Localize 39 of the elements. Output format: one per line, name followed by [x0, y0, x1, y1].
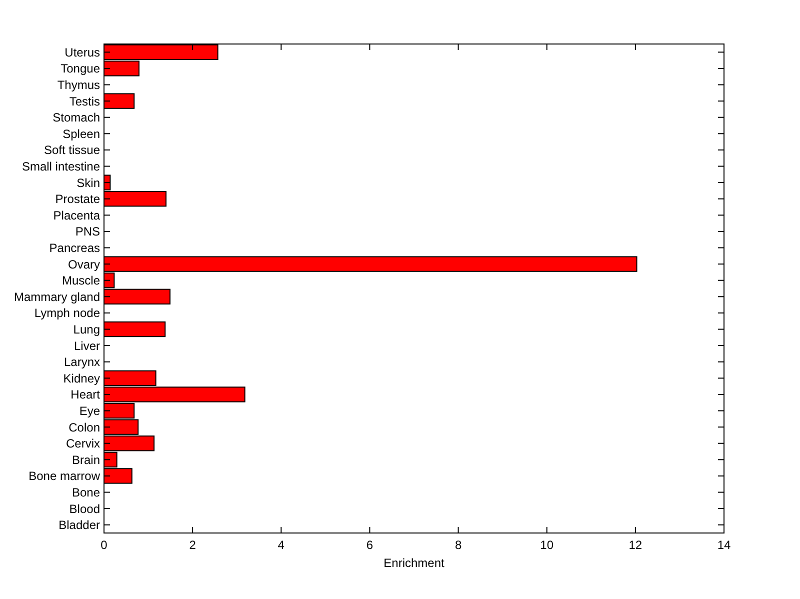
y-tick-label: Cervix	[66, 436, 100, 451]
y-tick-label: Lymph node	[34, 306, 100, 320]
y-tick-label: Mammary gland	[14, 290, 100, 304]
y-tick-label: Pancreas	[49, 240, 100, 255]
x-axis-title: Enrichment	[384, 556, 446, 570]
y-tick-label: Lung	[73, 322, 100, 336]
y-tick-label: Testis	[69, 94, 100, 108]
y-tick-label: Bone marrow	[28, 469, 100, 484]
y-tick-label: Soft tissue	[44, 143, 100, 158]
y-tick-label: Thymus	[57, 78, 100, 92]
x-tick-label: 4	[278, 538, 285, 552]
y-tick-label: Skin	[76, 176, 100, 190]
y-tick-label: Brain	[72, 452, 100, 467]
y-tick-label: Blood	[69, 502, 100, 516]
y-tick-label: Heart	[70, 388, 101, 402]
y-tick-label: Tongue	[60, 62, 100, 76]
y-tick-label: Kidney	[63, 371, 100, 386]
x-tick-label: 6	[366, 538, 374, 552]
x-tick-label: 2	[189, 538, 196, 552]
y-tick-label: Ovary	[68, 257, 100, 272]
x-tick-label: 8	[454, 538, 462, 552]
y-tick-label: Spleen	[62, 126, 100, 141]
y-tick-label: Uterus	[64, 45, 100, 60]
x-tick-label: 0	[100, 538, 108, 552]
y-tick-label: Colon	[68, 420, 100, 434]
y-tick-label: PNS	[75, 224, 100, 239]
x-tick-label: 14	[717, 538, 731, 552]
y-tick-label: Bladder	[58, 518, 100, 532]
y-tick-label: Muscle	[62, 274, 100, 288]
y-tick-label: Liver	[74, 338, 100, 353]
y-tick-label: Bone	[72, 485, 100, 500]
y-tick-label: Placenta	[53, 208, 100, 222]
x-tick-label: 12	[628, 538, 642, 552]
y-tick-label: Prostate	[55, 192, 100, 206]
y-tick-label: Eye	[79, 404, 100, 418]
x-tick-label: 10	[540, 538, 554, 552]
y-tick-label: Stomach	[52, 110, 100, 125]
y-tick-label: Small intestine	[22, 159, 100, 174]
y-tick-label: Larynx	[64, 355, 100, 370]
